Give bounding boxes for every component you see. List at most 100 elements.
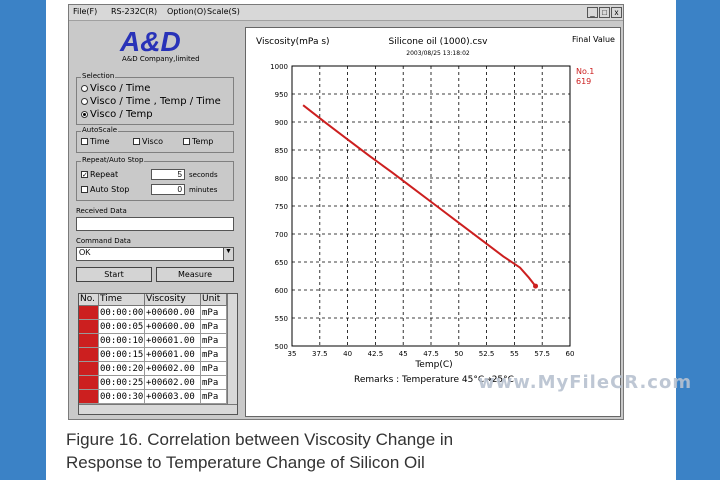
page: File(F) RS-232C(R) Option(O) Scale(S) _ … xyxy=(46,0,691,480)
row-marker[interactable] xyxy=(79,348,99,362)
cell-time: 00:00:30 xyxy=(99,390,145,404)
autostop-checkbox[interactable]: Auto Stop xyxy=(81,185,129,194)
menu-file[interactable]: File(F) xyxy=(73,7,98,16)
cell-time: 00:00:05 xyxy=(99,320,145,334)
command-data-value: OK xyxy=(79,248,91,257)
cell-time: 00:00:00 xyxy=(99,306,145,320)
chart-remarks: Remarks : Temperature 45°C→25°C xyxy=(354,375,514,385)
cell-unit: mPa xyxy=(201,334,227,348)
cell-time: 00:00:25 xyxy=(99,376,145,390)
checkbox-icon xyxy=(183,138,190,145)
final-value-no: No.1 xyxy=(576,67,594,76)
checkbox-checked-icon: ✓ xyxy=(81,171,88,179)
minimize-button[interactable]: _ xyxy=(587,7,598,18)
autoscale-temp-checkbox[interactable]: Temp xyxy=(183,137,213,146)
y-tick-label: 850 xyxy=(275,147,288,155)
col-header-viscosity: Viscosity xyxy=(145,294,201,306)
data-table: No. Time Viscosity Unit 00:00:00 +00600.0… xyxy=(78,293,238,415)
selection-title: Selection xyxy=(81,72,116,80)
option-label: Visco / Temp xyxy=(90,109,153,120)
maximize-button[interactable]: □ xyxy=(599,7,610,18)
logo-subtext: A&D Company,limited xyxy=(122,55,200,63)
selection-option-1[interactable]: Visco / Time , Temp / Time xyxy=(81,96,221,107)
watermark-text: www.MyFileCR.com xyxy=(478,372,693,393)
x-tick-label: 52.5 xyxy=(479,350,495,358)
cell-viscosity: +00600.00 xyxy=(145,306,201,320)
repeat-unit: seconds xyxy=(189,171,218,179)
x-tick-label: 47.5 xyxy=(423,350,439,358)
checkbox-label: Temp xyxy=(192,137,214,146)
selection-option-2[interactable]: Visco / Temp xyxy=(81,109,153,120)
measure-button[interactable]: Measure xyxy=(156,267,234,282)
final-value-label: Final Value xyxy=(572,35,615,44)
y-tick-label: 500 xyxy=(275,343,288,351)
cell-viscosity: +00601.00 xyxy=(145,348,201,362)
radio-icon xyxy=(81,84,88,92)
final-value: 619 xyxy=(576,77,591,86)
row-marker[interactable] xyxy=(79,362,99,376)
series-line xyxy=(302,104,537,287)
repeat-group: Repeat/Auto Stop ✓ Repeat 5 seconds Auto … xyxy=(76,156,234,201)
cell-time: 00:00:20 xyxy=(99,362,145,376)
chart-panel: Viscosity(mPa s) Silicone oil (1000).csv… xyxy=(245,27,621,417)
received-data-field[interactable] xyxy=(76,217,234,231)
cell-viscosity: +00601.00 xyxy=(145,334,201,348)
cell-time: 00:00:10 xyxy=(99,334,145,348)
cell-viscosity: +00602.00 xyxy=(145,376,201,390)
x-tick-label: 45 xyxy=(399,350,408,358)
cell-unit: mPa xyxy=(201,348,227,362)
row-marker[interactable] xyxy=(79,320,99,334)
menu-option[interactable]: Option(O) xyxy=(167,7,207,16)
row-marker[interactable] xyxy=(79,390,99,404)
selection-option-0[interactable]: Visco / Time xyxy=(81,83,150,94)
cell-unit: mPa xyxy=(201,376,227,390)
repeat-interval-input[interactable]: 5 xyxy=(151,169,185,180)
close-button[interactable]: x xyxy=(611,7,622,18)
y-tick-label: 750 xyxy=(275,203,288,211)
x-tick-label: 55 xyxy=(510,350,519,358)
checkbox-icon xyxy=(133,138,140,145)
y-tick-label: 950 xyxy=(275,91,288,99)
menu-scale[interactable]: Scale(S) xyxy=(207,7,240,16)
checkbox-label: Time xyxy=(90,137,110,146)
menu-rs232c[interactable]: RS-232C(R) xyxy=(111,7,158,16)
control-panel: A&D A&D Company,limited Selection Visco … xyxy=(72,23,240,419)
command-data-label: Command Data xyxy=(76,237,131,245)
logo-graphic: A&D A&D Company,limited xyxy=(119,26,200,63)
cell-unit: mPa xyxy=(201,362,227,376)
checkbox-icon xyxy=(81,186,88,193)
repeat-checkbox[interactable]: ✓ Repeat xyxy=(81,170,118,179)
row-marker[interactable] xyxy=(79,334,99,348)
row-marker[interactable] xyxy=(79,306,99,320)
radio-icon xyxy=(81,97,88,105)
received-data-label: Received Data xyxy=(76,207,127,215)
menu-bar: File(F) RS-232C(R) Option(O) Scale(S) _ … xyxy=(69,5,623,21)
series-end-point xyxy=(533,283,539,289)
y-tick-label: 600 xyxy=(275,287,288,295)
option-label: Visco / Time xyxy=(90,83,151,94)
company-logo: A&D A&D Company,limited xyxy=(116,25,208,63)
checkbox-label: Visco xyxy=(142,137,163,146)
col-header-no: No. xyxy=(79,294,99,306)
autoscale-visco-checkbox[interactable]: Visco xyxy=(133,137,163,146)
y-tick-label: 800 xyxy=(275,175,288,183)
viscosity-temperature-chart: Viscosity(mPa s) Silicone oil (1000).csv… xyxy=(256,35,615,385)
autoscale-time-checkbox[interactable]: Time xyxy=(81,137,110,146)
chart-title: Silicone oil (1000).csv xyxy=(389,37,489,47)
start-button[interactable]: Start xyxy=(76,267,152,282)
x-tick-label: 60 xyxy=(566,350,575,358)
figure-caption: Figure 16. Correlation between Viscosity… xyxy=(66,428,453,474)
y-tick-label: 900 xyxy=(275,119,288,127)
horizontal-scrollbar[interactable] xyxy=(79,404,237,414)
row-marker[interactable] xyxy=(79,376,99,390)
command-data-select[interactable]: OK ▼ xyxy=(76,247,234,261)
x-tick-label: 42.5 xyxy=(368,350,384,358)
cell-time: 00:00:15 xyxy=(99,348,145,362)
x-tick-label: 37.5 xyxy=(312,350,328,358)
x-tick-label: 35 xyxy=(288,350,297,358)
autostop-minutes-input[interactable]: 0 xyxy=(151,184,185,195)
cell-viscosity: +00600.00 xyxy=(145,320,201,334)
vertical-scrollbar[interactable] xyxy=(227,294,237,414)
caption-line-1: Figure 16. Correlation between Viscosity… xyxy=(66,430,454,449)
chevron-down-icon[interactable]: ▼ xyxy=(223,248,233,260)
